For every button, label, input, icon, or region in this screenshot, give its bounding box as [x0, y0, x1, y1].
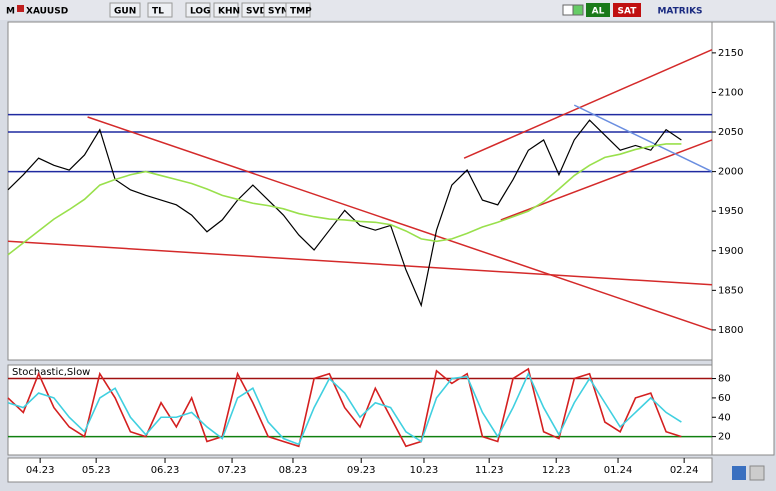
trend-line	[87, 116, 713, 331]
toolbar-button-label[interactable]: GUN	[114, 7, 136, 17]
toolbar-button[interactable]	[147, 2, 173, 18]
series-line	[7, 367, 682, 448]
toolbar-button-label[interactable]: KHN	[218, 7, 240, 17]
x-tick-label: 05.23	[82, 465, 111, 476]
y-tick-label: 40	[718, 412, 731, 423]
sell-button[interactable]	[613, 3, 641, 17]
icon[interactable]	[572, 4, 584, 16]
settings-icon[interactable]	[732, 466, 746, 480]
brand: MATRIKS	[657, 7, 702, 17]
toolbar-button-label[interactable]: LOG	[190, 7, 210, 17]
y-tick-label: 80	[718, 374, 731, 385]
x-tick-label: 04.23	[26, 465, 55, 476]
toolbar-button-label[interactable]: SYM	[268, 7, 290, 17]
x-tick-label: 10.23	[410, 465, 439, 476]
buy-label[interactable]: AL	[592, 7, 605, 17]
trend-line	[7, 240, 713, 286]
y-tick-label: 1950	[718, 206, 743, 217]
sell-label[interactable]: SAT	[618, 7, 638, 17]
y-tick-label: 2050	[718, 127, 743, 138]
scroll-icon[interactable]	[749, 465, 765, 481]
date-axis	[7, 457, 713, 483]
series-line	[7, 143, 682, 256]
trend-line	[573, 104, 713, 173]
toolbar-button-label[interactable]: TL	[152, 7, 164, 17]
x-tick-label: 12.23	[542, 465, 571, 476]
logo[interactable]: M	[6, 7, 15, 17]
x-tick-label: 06.23	[151, 465, 180, 476]
toolbar-button[interactable]	[109, 2, 141, 18]
toolbar-button-label[interactable]: SVD	[246, 7, 267, 17]
y-tick-label: 60	[718, 393, 731, 404]
y-tick-label: 20	[718, 432, 731, 443]
y-tick-label: 2000	[718, 167, 743, 178]
x-tick-label: 11.23	[475, 465, 504, 476]
y-tick-label: 2150	[718, 48, 743, 59]
price-panel	[7, 21, 713, 361]
toolbar-button[interactable]	[285, 2, 311, 18]
icon[interactable]	[562, 4, 574, 16]
series-line	[7, 119, 682, 308]
toolbar-button[interactable]	[213, 2, 239, 18]
x-tick-label: 07.23	[218, 465, 247, 476]
x-tick-label: 09.23	[347, 465, 376, 476]
toolbar-button[interactable]	[185, 2, 211, 18]
y-tick-label: 1900	[718, 246, 743, 257]
buy-button[interactable]	[586, 3, 610, 17]
trend-line	[463, 49, 713, 159]
panel-title: Stochastic,Slow	[12, 367, 90, 378]
x-tick-label: 02.24	[670, 465, 699, 476]
toolbar-button-label[interactable]: TMP	[290, 7, 312, 17]
series-line	[7, 371, 682, 446]
y-tick-label: 2100	[718, 87, 743, 98]
close-icon[interactable]	[17, 5, 24, 12]
symbol[interactable]: XAUUSD	[26, 7, 68, 17]
y-tick-label: 1850	[718, 285, 743, 296]
x-tick-label: 08.23	[279, 465, 308, 476]
x-tick-label: 01.24	[604, 465, 633, 476]
y-tick-label: 1800	[718, 325, 743, 336]
price-axis	[711, 21, 775, 456]
